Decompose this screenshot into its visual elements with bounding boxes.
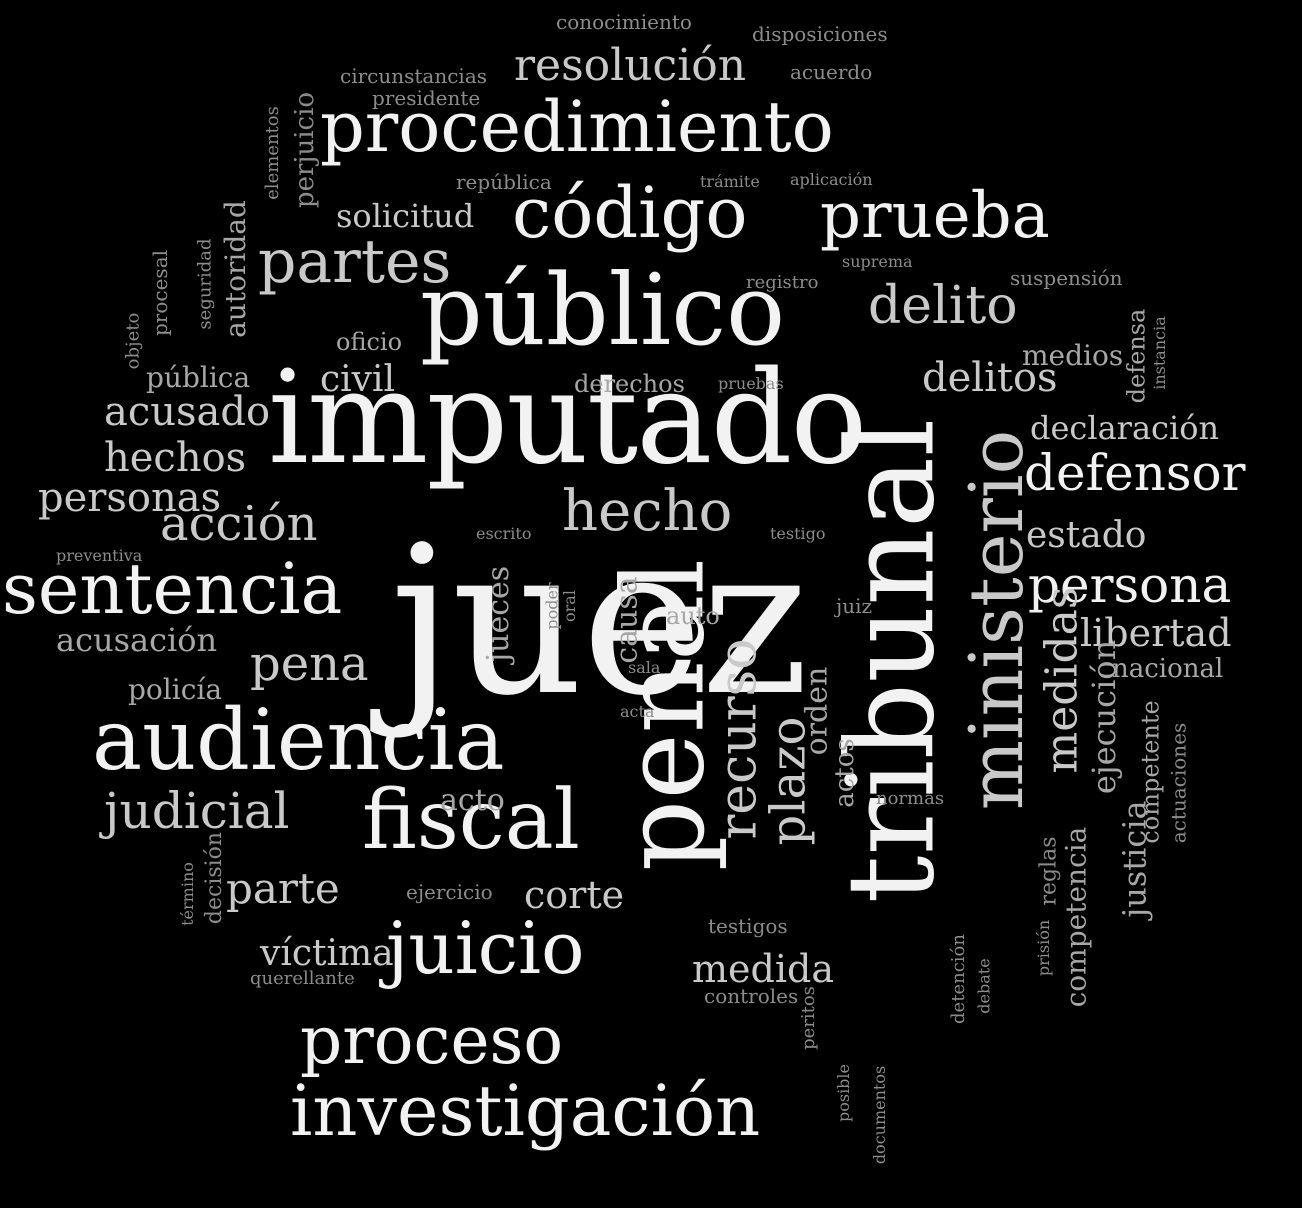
word-recurso: recurso: [708, 637, 769, 840]
word-corte: corte: [524, 873, 625, 917]
word-elementos: elementos: [261, 106, 283, 200]
word-victima: víctima: [260, 933, 394, 974]
word-acuerdo: acuerdo: [790, 60, 873, 84]
word-perjuicio: perjuicio: [290, 91, 321, 209]
word-reglas: reglas: [1036, 835, 1062, 906]
word-publica: pública: [146, 361, 251, 394]
word-peritos: peritos: [797, 986, 819, 1050]
word-competencia: competencia: [1058, 826, 1092, 1007]
word-audiencia: audiencia: [92, 691, 505, 789]
word-prueba: prueba: [820, 179, 1050, 253]
word-documentos: documentos: [870, 1065, 890, 1165]
word-debate: debate: [974, 957, 994, 1014]
word-pruebas: pruebas: [718, 374, 784, 393]
word-seguridad: seguridad: [194, 237, 216, 330]
word-civil: civil: [320, 359, 396, 400]
word-orden: orden: [798, 666, 834, 755]
word-delito: delito: [868, 276, 1018, 336]
word-solicitud: solicitud: [336, 197, 475, 235]
word-proceso: proceso: [300, 1002, 564, 1079]
word-resolucion: resolución: [514, 40, 747, 91]
word-sentencia: sentencia: [2, 548, 343, 630]
word-fiscal: fiscal: [362, 773, 580, 868]
word-acto: acto: [440, 783, 505, 818]
word-poder: poder: [542, 581, 562, 630]
word-delitos: delitos: [922, 355, 1058, 401]
word-republica: república: [456, 170, 552, 194]
word-persona: persona: [1028, 556, 1232, 614]
word-autoridad: autoridad: [218, 200, 252, 338]
word-sala: sala: [628, 658, 661, 677]
word-judicial: judicial: [104, 782, 290, 840]
word-normas: normas: [876, 788, 945, 809]
word-ejercicio: ejercicio: [406, 880, 493, 904]
word-juicio: juicio: [386, 906, 585, 990]
word-juez: juez: [390, 503, 809, 741]
word-codigo: código: [512, 172, 748, 254]
word-derechos: derechos: [574, 370, 685, 398]
word-oficio: oficio: [336, 328, 403, 356]
word-actuaciones: actuaciones: [1165, 722, 1190, 843]
word-libertad: libertad: [1080, 611, 1232, 655]
word-competente: competente: [1136, 699, 1165, 844]
word-jueces: jueces: [481, 565, 517, 663]
word-acusacion: acusación: [56, 621, 218, 659]
word-juiz: juiz: [836, 594, 873, 618]
word-personas: personas: [38, 475, 222, 521]
word-acusado: acusado: [104, 389, 271, 435]
word-testigos: testigos: [708, 914, 788, 938]
word-decision: decisión: [202, 831, 228, 925]
word-medios: medios: [1022, 339, 1124, 372]
word-termino: término: [177, 862, 197, 926]
word-partes: partes: [258, 227, 452, 297]
word-tribunal: tribunal: [822, 417, 962, 904]
word-aplicacion: aplicación: [790, 170, 873, 189]
word-policia: policía: [128, 673, 223, 706]
word-hecho: hecho: [562, 479, 733, 544]
word-conocimiento: conocimiento: [556, 10, 692, 34]
word-escrito: escrito: [476, 524, 532, 543]
word-circunstancias: circunstancias: [340, 64, 488, 88]
word-estado: estado: [1026, 515, 1147, 556]
word-defensor: defensor: [1024, 444, 1246, 502]
word-defensa: defensa: [1121, 308, 1150, 403]
word-auto: auto: [666, 602, 720, 630]
word-registro: registro: [746, 272, 819, 293]
word-investigacion: investigación: [290, 1070, 761, 1152]
word-declaracion: declaración: [1030, 409, 1220, 447]
word-presidente: presidente: [372, 86, 481, 110]
word-acta: acta: [620, 702, 655, 721]
word-preventiva: preventiva: [56, 546, 143, 565]
word-suspension: suspensión: [1010, 266, 1123, 290]
word-prision: prisión: [1034, 919, 1054, 977]
word-suprema: suprema: [842, 252, 913, 271]
word-testigo: testigo: [770, 524, 826, 543]
word-querellante: querellante: [250, 968, 355, 989]
word-nacional: nacional: [1112, 654, 1224, 684]
word-disposiciones: disposiciones: [752, 22, 888, 46]
word-tramite: trámite: [700, 172, 760, 191]
word-hechos: hechos: [104, 435, 247, 481]
word-medida: medida: [692, 947, 834, 991]
word-instancia: instancia: [1149, 316, 1169, 390]
word-detencion: detención: [947, 934, 969, 1024]
word-imputado: imputado: [268, 344, 867, 493]
word-controles: controles: [704, 984, 799, 1008]
word-causa: causa: [609, 575, 645, 664]
word-actos: actos: [829, 738, 860, 808]
word-medidas: medidas: [1035, 586, 1087, 773]
word-posible: posible: [834, 1063, 854, 1123]
word-procedimiento: procedimiento: [320, 86, 834, 168]
word-accion: acción: [160, 496, 318, 552]
word-oral: oral: [559, 590, 579, 622]
word-procesal: procesal: [148, 249, 173, 337]
word-pena: pena: [250, 636, 369, 692]
word-objeto: objeto: [121, 312, 143, 369]
word-publico: público: [420, 254, 786, 368]
word-parte: parte: [226, 864, 340, 913]
